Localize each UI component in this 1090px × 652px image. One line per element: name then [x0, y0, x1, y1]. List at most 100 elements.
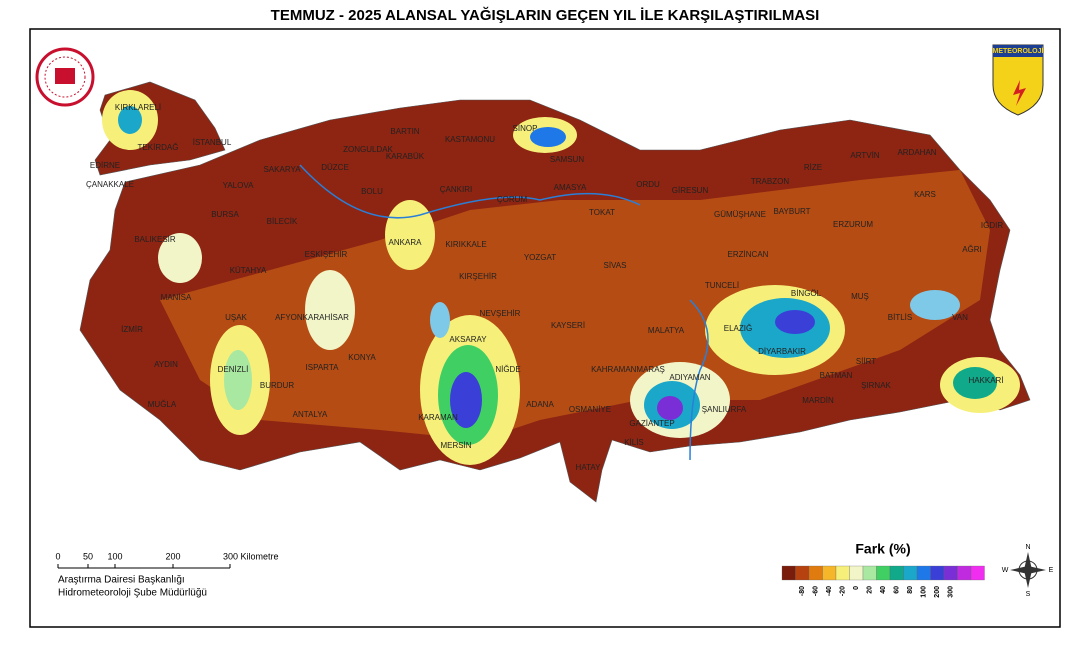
city-label: BALIKESİR [134, 235, 176, 244]
legend-swatch [862, 565, 877, 581]
wet-area [118, 106, 142, 134]
city-label: SİNOP [513, 124, 538, 133]
city-label: MUĞLA [148, 400, 177, 409]
city-label: KÜTAHYA [230, 266, 267, 275]
title: TEMMUZ - 2025 ALANSAL YAĞIŞLARIN GEÇEN Y… [271, 6, 820, 24]
city-label: AYDIN [154, 360, 178, 369]
city-label: ELAZIĞ [724, 324, 752, 333]
city-label: HAKKARİ [968, 376, 1003, 385]
legend-swatch [795, 565, 810, 581]
scale-tick-label: 0 [55, 551, 60, 561]
city-label: RİZE [804, 163, 822, 172]
legend-label: -20 [840, 586, 847, 596]
city-label: GİRESUN [672, 186, 709, 195]
city-label: TRABZON [751, 177, 789, 186]
legend-swatch [930, 565, 945, 581]
city-label: BİNGÖL [791, 289, 822, 298]
city-label: EDİRNE [90, 161, 120, 170]
legend-label: 300 [948, 586, 955, 598]
city-label: KİLİS [624, 438, 644, 447]
city-label: UŞAK [225, 313, 247, 322]
city-label: SAMSUN [550, 155, 584, 164]
compass: N S E W [1002, 544, 1054, 598]
compass-letter: W [1002, 567, 1009, 574]
city-label: ERZİNCAN [728, 250, 769, 259]
city-label: MARDİN [802, 396, 834, 405]
city-label: DENİZLİ [218, 365, 249, 374]
logo-band [993, 45, 1043, 57]
legend-swatch [916, 565, 931, 581]
city-label: KAYSERİ [551, 321, 585, 330]
legend-swatch [903, 565, 918, 581]
legend-label: -80 [799, 586, 806, 596]
logo-ring-inner [44, 56, 86, 98]
city-label: ZONGULDAK [343, 145, 393, 154]
river [299, 164, 641, 219]
scale-tick-label: 200 [165, 551, 180, 561]
city-label: MERSİN [440, 441, 471, 450]
legend: Fark (%) -80 -60 -40 -20 0 20 40 60 80 100 200 300 [781, 541, 985, 598]
city-label: ÇANAKKALE [86, 180, 134, 189]
city-label: ŞIRNAK [861, 381, 891, 390]
city-label: TOKAT [589, 208, 615, 217]
city-label: KIRIKKALE [445, 240, 486, 249]
legend-label: -60 [813, 586, 820, 596]
logo-text: METEOROLOJİ [993, 47, 1044, 55]
compass-letter: N [1025, 544, 1030, 551]
city-label: KAHRAMANMARAŞ [591, 365, 665, 374]
wet-area [775, 310, 815, 334]
city-label: BİTLİS [888, 313, 912, 322]
legend-swatch [781, 565, 796, 581]
city-label: ANTALYA [293, 410, 328, 419]
wet-area [305, 270, 355, 350]
city-label: BARTIN [390, 127, 419, 136]
city-label: ARDAHAN [897, 148, 936, 157]
city-label: BOLU [361, 187, 383, 196]
legend-swatch [876, 565, 891, 581]
city-label: SAKARYA [263, 165, 301, 174]
legend-label: 200 [934, 586, 941, 598]
city-label: TEKİRDAĞ [138, 143, 179, 152]
legend-label: 20 [867, 586, 874, 594]
legend-swatch [822, 565, 837, 581]
city-label: ESKİŞEHİR [305, 250, 348, 259]
legend-label: 80 [907, 586, 914, 594]
city-label: ARTVİN [850, 151, 879, 160]
city-label: KARAMAN [418, 413, 458, 422]
city-label: SİVAS [604, 261, 627, 270]
scale-bar: 0 50 100 200 300 Kilometre Araştırma Dairesi … [55, 551, 278, 598]
city-label: NEVŞEHİR [480, 309, 521, 318]
city-label: BATMAN [820, 371, 853, 380]
scale-tick-label: 100 [107, 551, 122, 561]
city-label: KIRKLARELİ [115, 103, 161, 112]
credit-line: Araştırma Dairesi Başkanlığı [58, 575, 185, 586]
city-label: DÜZCE [321, 163, 349, 172]
city-label: AĞRI [962, 245, 982, 254]
city-label: DİYARBAKIR [758, 347, 806, 356]
scale-tick-label: 50 [83, 551, 93, 561]
legend-swatch [943, 565, 958, 581]
city-label: ANKARA [389, 238, 423, 247]
legend-swatch [957, 565, 972, 581]
city-label: BURSA [211, 210, 239, 219]
ministry-logo [35, 47, 95, 107]
legend-swatch [849, 565, 864, 581]
city-label: KARABÜK [386, 152, 425, 161]
city-label: ÇORUM [497, 195, 528, 204]
compass-letter: E [1049, 567, 1054, 574]
legend-swatch [970, 565, 985, 581]
frame [29, 28, 1061, 628]
city-label: HATAY [576, 463, 602, 472]
city-label: ADIYAMAN [669, 373, 710, 382]
legend-title: Fark (%) [855, 541, 910, 557]
city-label: ERZURUM [833, 220, 873, 229]
compass-letter: S [1026, 591, 1031, 598]
city-label: BİLECİK [267, 217, 298, 226]
city-label: KIRŞEHİR [459, 272, 497, 281]
city-label: MALATYA [648, 326, 685, 335]
city-label: YALOVA [223, 181, 254, 190]
legend-swatch [835, 565, 850, 581]
city-label: ORDU [636, 180, 660, 189]
city-label: İZMİR [121, 325, 143, 334]
meteorology-logo: METEOROLOJİ [992, 44, 1044, 116]
